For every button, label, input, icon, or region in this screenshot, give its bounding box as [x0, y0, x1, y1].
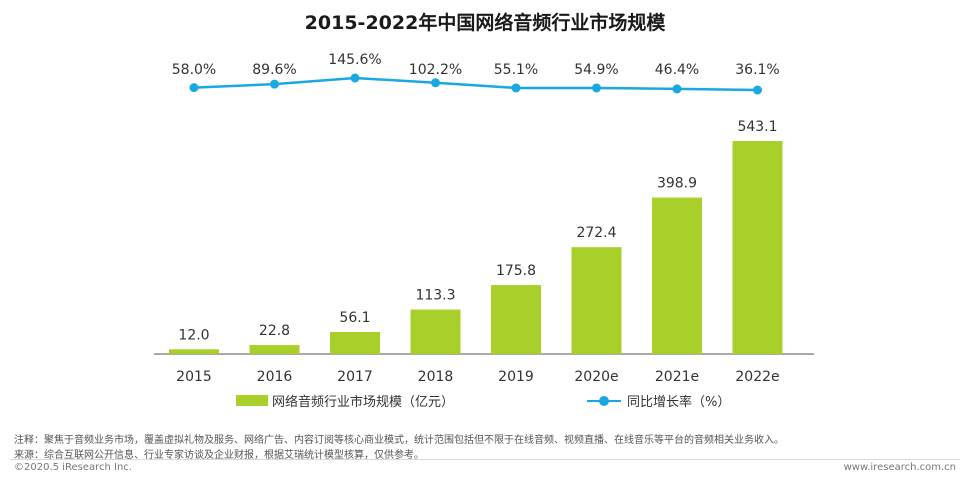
growth-point-2015 — [189, 83, 199, 93]
bar-label-2015: 12.0 — [178, 327, 209, 343]
bar-2019 — [491, 285, 541, 354]
growth-point-2019 — [511, 83, 521, 93]
growth-point-2022e — [753, 85, 762, 95]
x-tick-2016: 2016 — [257, 369, 293, 385]
growth-point-2017 — [350, 73, 360, 83]
growth-label-2016: 89.6% — [252, 62, 296, 78]
growth-point-2018 — [431, 78, 440, 88]
bar-2020e — [571, 247, 622, 354]
legend-market-size-label: 网络音频行业市场规模（亿元） — [272, 395, 455, 410]
growth-point-2021e — [672, 84, 682, 94]
x-tick-2020e: 2020e — [574, 369, 618, 385]
x-tick-2019: 2019 — [498, 369, 534, 385]
bar-label-2020e: 272.4 — [576, 225, 616, 241]
bar-label-2019: 175.8 — [496, 263, 536, 279]
growth-label-2015: 58.0% — [172, 62, 216, 78]
growth-label-2022e: 36.1% — [735, 62, 779, 78]
chart-area: 12.0 2015 22.8 2016 56.1 2017 113.3 2018 175.8 20… — [154, 52, 814, 385]
bar-label-2022e: 543.1 — [737, 119, 777, 135]
growth-label-2020e: 54.9% — [574, 62, 618, 78]
bar-label-2016: 22.8 — [259, 323, 290, 339]
growth-line — [193, 76, 758, 92]
footer-copyright: ©2020.5 iResearch Inc. — [14, 462, 132, 473]
bar-2017 — [330, 331, 380, 354]
chart-note: 注释：聚焦于音频业务市场，覆盖虚拟礼物及服务、网络广告、内容订阅等核心商业模式，… — [14, 435, 784, 446]
chart-title: 2015-2022年中国网络音频行业市场规模 — [304, 12, 666, 34]
chart-source: 来源：综合互联网公开信息、行业专家访谈及企业财报，根据艾瑞统计模型核算，仅供参考… — [14, 450, 424, 461]
growth-label-2017: 145.6% — [328, 52, 381, 68]
bar-2021e — [652, 197, 702, 354]
footer-website[interactable]: www.iresearch.com.cn — [843, 462, 956, 473]
x-tick-2015: 2015 — [176, 369, 212, 385]
x-tick-2018: 2018 — [418, 369, 454, 385]
growth-label-2018: 102.2% — [409, 62, 462, 78]
legend-market-size: 网络音频行业市场规模（亿元） — [236, 391, 454, 410]
bar-label-2018: 113.3 — [415, 288, 455, 304]
x-tick-2017: 2017 — [337, 369, 373, 385]
bar-2015 — [169, 349, 219, 354]
legend-bar-swatch — [236, 395, 268, 406]
growth-label-2019: 55.1% — [494, 62, 538, 78]
x-tick-2021e: 2021e — [655, 369, 699, 385]
growth-point-2016 — [270, 79, 279, 89]
bar-label-2017: 56.1 — [339, 310, 370, 326]
growth-label-2021e: 46.4% — [655, 62, 699, 78]
legend-line-swatch — [587, 395, 621, 406]
x-tick-2022e: 2022e — [735, 369, 779, 385]
legend-growth-rate-label: 同比增长率（%） — [627, 395, 731, 410]
bar-label-2021e: 398.9 — [657, 176, 697, 192]
legend-growth-rate: 同比增长率（%） — [587, 391, 730, 410]
bar-2016 — [249, 345, 300, 354]
bar-2022e — [732, 141, 783, 354]
footer-divider — [10, 459, 960, 460]
growth-point-2020e — [592, 83, 601, 93]
bar-2018 — [410, 309, 461, 354]
